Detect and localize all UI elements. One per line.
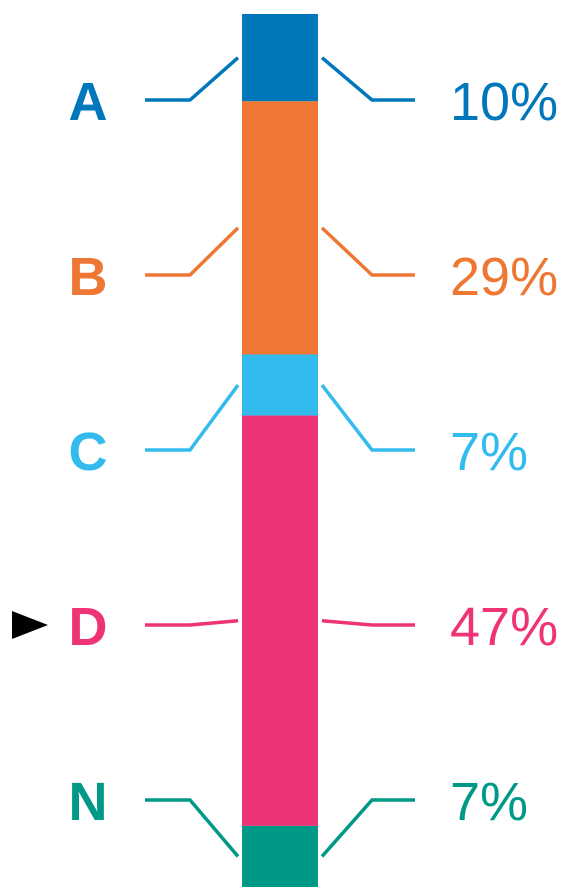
value-label: 29% bbox=[450, 247, 558, 307]
bar-segment bbox=[242, 354, 318, 416]
value-label: 47% bbox=[450, 597, 558, 657]
leader-line-left bbox=[145, 618, 239, 627]
category-label: D bbox=[69, 597, 108, 657]
bar-segment bbox=[242, 415, 318, 826]
bar-segment bbox=[242, 825, 318, 887]
category-label: C bbox=[69, 422, 108, 482]
leader-line-right bbox=[320, 56, 415, 102]
category-label: A bbox=[69, 72, 108, 132]
value-label: 10% bbox=[450, 72, 558, 132]
category-label: B bbox=[69, 247, 108, 307]
bar-segment bbox=[242, 101, 318, 355]
leader-line-left bbox=[145, 798, 240, 858]
value-label: 7% bbox=[450, 422, 528, 482]
bar-segment bbox=[242, 14, 318, 102]
leader-line-right bbox=[320, 383, 415, 452]
leader-line-right bbox=[320, 798, 415, 858]
leader-line-right bbox=[320, 226, 415, 277]
value-label: 7% bbox=[450, 772, 528, 832]
selection-arrow bbox=[12, 611, 48, 639]
leader-line-right bbox=[321, 618, 415, 627]
leader-line-left bbox=[145, 56, 240, 102]
category-label: N bbox=[69, 772, 108, 832]
leader-line-left bbox=[145, 383, 240, 452]
leader-line-left bbox=[145, 226, 240, 277]
